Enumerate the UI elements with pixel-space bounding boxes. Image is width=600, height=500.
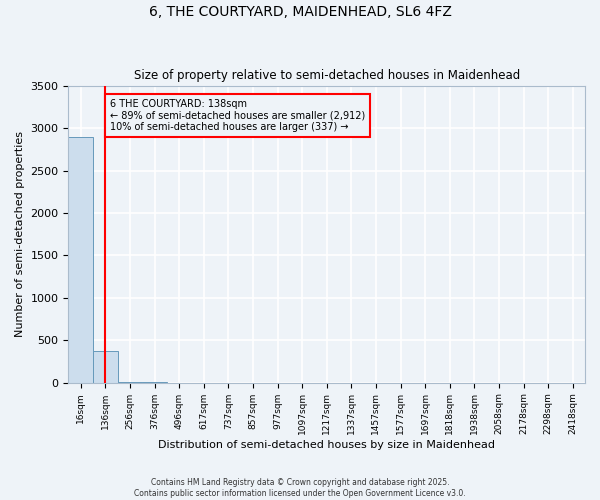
Bar bbox=[68, 137, 93, 382]
Text: 6 THE COURTYARD: 138sqm
← 89% of semi-detached houses are smaller (2,912)
10% of: 6 THE COURTYARD: 138sqm ← 89% of semi-de… bbox=[110, 98, 365, 132]
Text: Contains HM Land Registry data © Crown copyright and database right 2025.
Contai: Contains HM Land Registry data © Crown c… bbox=[134, 478, 466, 498]
Bar bbox=[93, 351, 118, 382]
Y-axis label: Number of semi-detached properties: Number of semi-detached properties bbox=[15, 132, 25, 338]
X-axis label: Distribution of semi-detached houses by size in Maidenhead: Distribution of semi-detached houses by … bbox=[158, 440, 495, 450]
Text: 6, THE COURTYARD, MAIDENHEAD, SL6 4FZ: 6, THE COURTYARD, MAIDENHEAD, SL6 4FZ bbox=[149, 5, 451, 19]
Title: Size of property relative to semi-detached houses in Maidenhead: Size of property relative to semi-detach… bbox=[134, 69, 520, 82]
